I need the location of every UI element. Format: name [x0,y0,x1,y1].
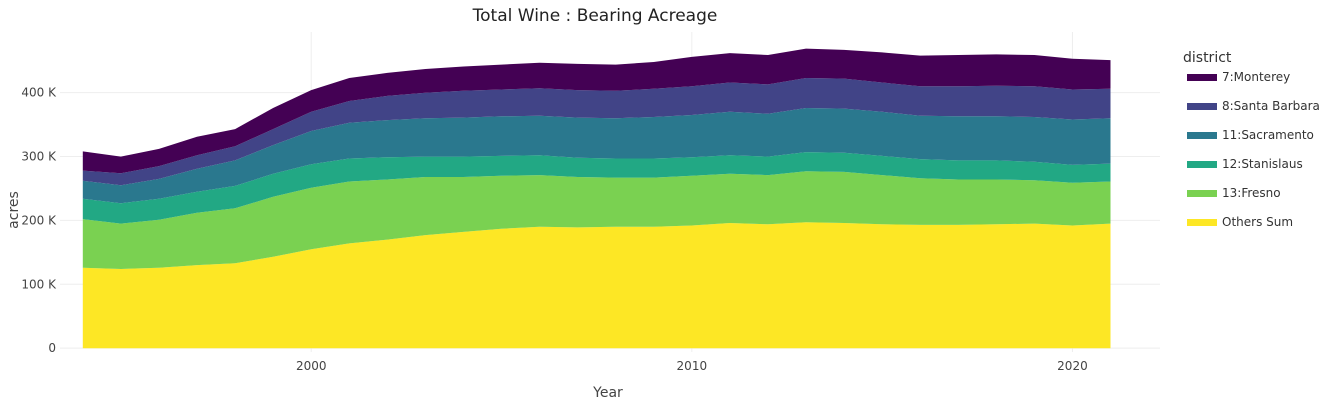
legend-label-12-stanislaus: 12:Stanislaus [1222,157,1303,171]
area-12-stanislaus [82,152,1111,224]
legend-swatch-8-santa-barbara [1187,103,1217,110]
legend-label-13-fresno: 13:Fresno [1222,186,1281,200]
legend-title: district [1183,50,1232,66]
legend-label-8-santa-barbara: 8:Santa Barbara [1222,99,1320,113]
legend-swatch-others-sum [1187,219,1217,226]
legend-label-others-sum: Others Sum [1222,215,1293,229]
y-tick-label: 200 K [21,213,57,227]
legend-swatch-12-stanislaus [1187,161,1217,168]
legend-swatch-7-monterey [1187,74,1217,81]
legend-label-11-sacramento: 11:Sacramento [1222,128,1314,142]
y-tick-label: 300 K [21,150,57,164]
chart-title: Total Wine : Bearing Acreage [472,6,718,26]
x-tick-label: 2000 [296,359,327,373]
x-tick-label: 2010 [677,359,708,373]
area-11-sacramento [82,108,1111,204]
x-axis-title: Year [592,385,623,400]
area-7-monterey [82,48,1111,174]
legend-label-7-monterey: 7:Monterey [1222,70,1290,84]
y-axis-title: acres [6,191,22,229]
y-axis-ticks: 0 100 K 200 K 300 K 400 K [21,86,57,355]
legend-swatch-11-sacramento [1187,132,1217,139]
legend: district 7:Monterey 8:Santa Barbara 11:Sac… [1183,50,1320,229]
y-tick-label: 100 K [21,277,57,291]
y-tick-label: 400 K [21,86,57,100]
x-tick-label: 2020 [1057,359,1088,373]
legend-swatch-13-fresno [1187,190,1217,197]
area-13-fresno [82,171,1111,269]
x-axis-ticks: 2000 2010 2020 [296,359,1088,373]
legend-items: 7:Monterey 8:Santa Barbara 11:Sacramento 12… [1187,70,1320,229]
y-tick-label: 0 [48,341,56,355]
area-8-santa-barbara [82,78,1111,186]
areas [82,48,1111,349]
area-others-sum [82,222,1111,349]
